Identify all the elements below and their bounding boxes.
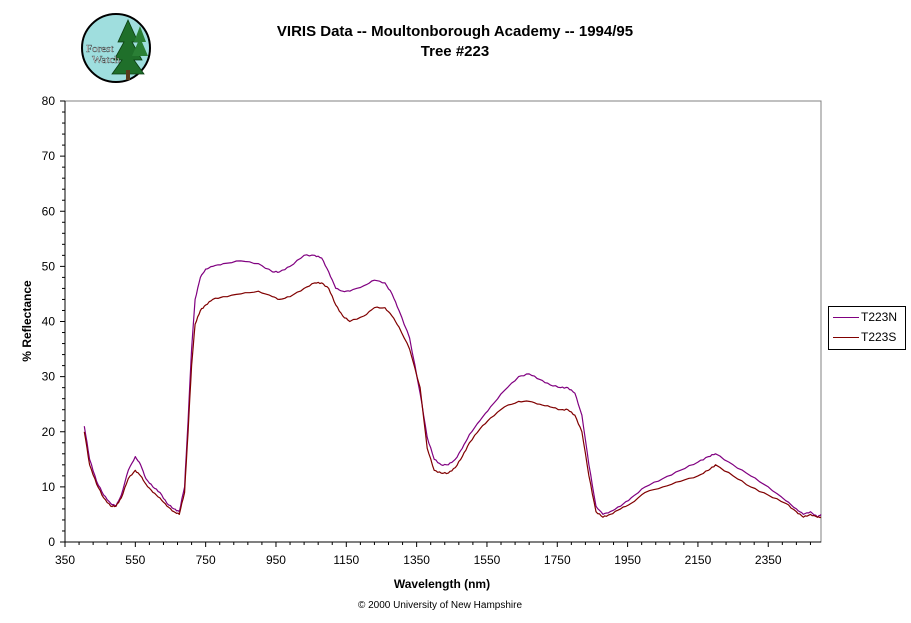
y-tick-label: 40 (42, 315, 56, 329)
y-tick-label: 30 (42, 370, 56, 384)
y-tick-label: 0 (48, 535, 55, 549)
y-tick-label: 10 (42, 480, 56, 494)
copyright-notice: © 2000 University of New Hampshire (357, 600, 523, 611)
y-tick-label: 50 (42, 259, 56, 273)
x-tick-label: 2150 (685, 553, 712, 567)
x-tick-label: 1350 (403, 553, 430, 567)
legend-item-1: T223S (829, 327, 905, 347)
x-tick-label: 1950 (614, 553, 641, 567)
x-tick-label: 1550 (474, 553, 501, 567)
legend-swatch (833, 337, 859, 338)
y-tick-label: 20 (42, 425, 56, 439)
logo-text-watch: Watch (92, 54, 120, 66)
forest-watch-logo: Forest Watch (81, 13, 151, 83)
y-tick-label: 60 (42, 204, 56, 218)
legend-label: T223N (861, 310, 898, 324)
x-tick-label: 1750 (544, 553, 571, 567)
chart-title-block: VIRIS Data -- Moultonborough Academy -- … (150, 22, 760, 62)
x-tick-label: 950 (266, 553, 286, 567)
y-tick-label: 80 (42, 94, 56, 108)
series-line-T223S (83, 281, 822, 519)
y-tick-label: 70 (42, 149, 56, 163)
x-tick-label: 1150 (333, 553, 359, 567)
x-axis-title: Wavelength (nm) (394, 577, 490, 591)
legend-label: T223S (861, 330, 897, 344)
legend-item-0: T223N (829, 307, 905, 327)
chart-subtitle: Tree #223 (420, 43, 490, 60)
y-axis-title: % Reflectance (20, 280, 34, 362)
legend-swatch (833, 317, 859, 318)
series-line-T223N (83, 254, 822, 518)
x-tick-label: 2350 (755, 553, 782, 567)
x-tick-label: 350 (55, 553, 75, 567)
x-tick-label: 750 (196, 553, 216, 567)
chart-title: VIRIS Data -- Moultonborough Academy -- … (276, 23, 634, 40)
chart-legend: T223N T223S (828, 306, 906, 350)
x-tick-label: 550 (125, 553, 145, 567)
plot-area (64, 100, 822, 543)
logo-text-forest: Forest (86, 43, 114, 55)
